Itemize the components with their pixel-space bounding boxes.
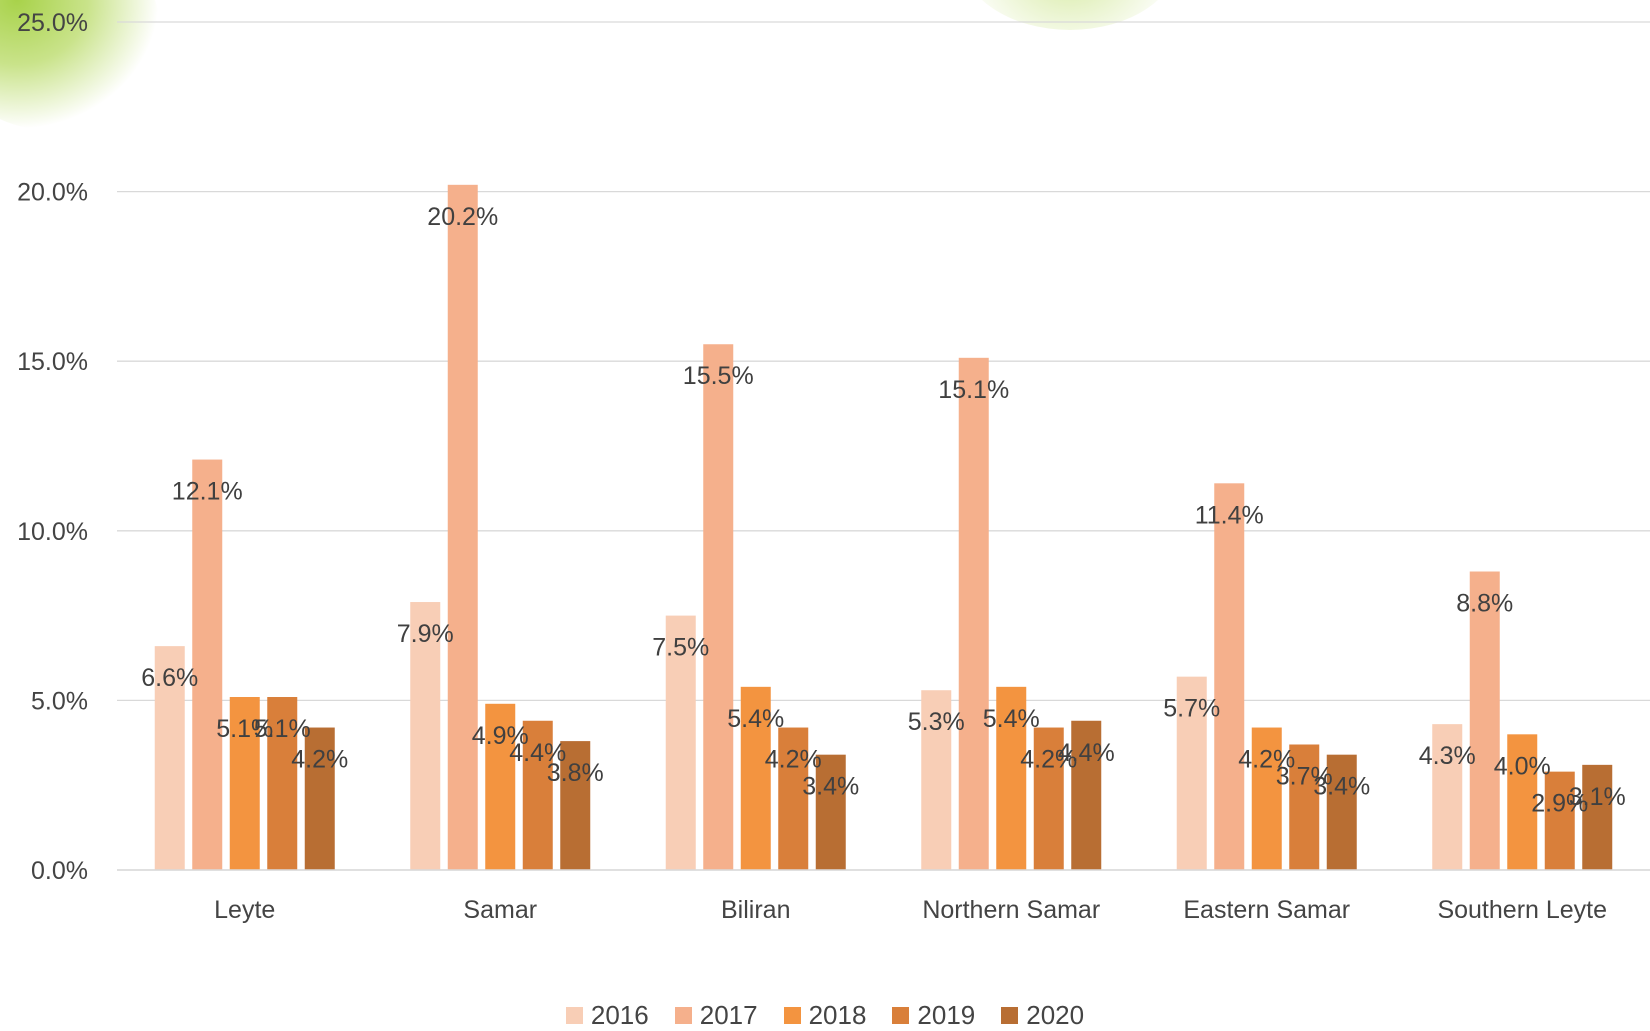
x-category-label: Northern Samar [922, 896, 1100, 924]
legend-swatch [892, 1007, 910, 1024]
bar [304, 727, 335, 870]
y-tick-label: 25.0% [17, 9, 88, 37]
bar [1176, 676, 1207, 870]
legend-label: 2018 [808, 1000, 867, 1030]
legend-item: 2019 [892, 1000, 975, 1031]
data-label: 20.2% [427, 203, 498, 231]
data-label: 3.1% [1569, 783, 1626, 811]
legend-item: 2016 [565, 1000, 649, 1031]
x-category-label: Biliran [721, 896, 790, 924]
data-label: 7.9% [397, 620, 454, 648]
bar [1214, 483, 1245, 870]
data-label: 4.2% [1020, 746, 1077, 774]
x-category-label: Southern Leyte [1437, 896, 1607, 924]
legend-label: 2017 [699, 1000, 758, 1030]
legend-swatch [783, 1007, 801, 1024]
bar [1289, 744, 1320, 870]
bar [740, 686, 771, 870]
y-tick-label: 10.0% [17, 518, 88, 546]
bar [703, 344, 734, 870]
bar [522, 720, 553, 870]
y-tick-label: 0.0% [31, 857, 88, 885]
x-category-label: Leyte [214, 896, 275, 924]
data-label: 5.7% [1163, 695, 1220, 723]
bar [192, 459, 223, 870]
bar-chart: 0.0% 5.0% 10.0% 15.0% 20.0% 25.0% Leyte Samar Bi… [17, 9, 1650, 924]
data-label: 3.4% [802, 773, 859, 801]
bar [267, 697, 298, 870]
data-label: 7.5% [652, 634, 709, 662]
bar [447, 184, 478, 871]
data-label: 3.4% [1313, 773, 1370, 801]
y-tick-label: 20.0% [17, 179, 88, 207]
legend-item: 2017 [674, 1000, 758, 1031]
data-label: 5.1% [254, 715, 311, 743]
x-category-label: Samar [463, 896, 537, 924]
data-label: 4.2% [1238, 746, 1295, 774]
data-label: 15.5% [683, 362, 754, 390]
data-label: 4.2% [291, 746, 348, 774]
legend-swatch [674, 1007, 692, 1024]
bar [815, 754, 846, 870]
data-label: 4.3% [1419, 742, 1476, 770]
bar [996, 686, 1027, 870]
bar [1251, 727, 1282, 870]
data-label: 5.4% [727, 705, 784, 733]
bar [1582, 764, 1613, 870]
bar [1432, 724, 1463, 870]
data-label: 6.6% [141, 664, 198, 692]
data-label: 5.1% [216, 715, 273, 743]
data-label: 3.7% [1276, 762, 1333, 790]
legend-label: 2020 [1026, 1000, 1085, 1030]
bar [229, 697, 260, 870]
bar [1469, 571, 1500, 870]
data-label: 4.4% [1058, 739, 1115, 767]
data-label: 2.9% [1531, 790, 1588, 818]
y-tick-label: 15.0% [17, 348, 88, 376]
legend-item: 2018 [783, 1000, 867, 1031]
legend-label: 2016 [590, 1000, 649, 1030]
data-label: 11.4% [1195, 501, 1264, 529]
bar [560, 741, 591, 870]
bar [1033, 727, 1064, 870]
bar [1544, 771, 1575, 870]
y-tick-label: 5.0% [31, 687, 88, 715]
legend-swatch [1001, 1007, 1019, 1024]
bar [958, 357, 989, 871]
chart-legend: 2016 2017 2018 2019 2020 [0, 1000, 1650, 1031]
bar [665, 615, 696, 870]
bar [921, 690, 952, 870]
data-label: 12.1% [172, 478, 243, 506]
data-label: 4.9% [472, 722, 529, 750]
data-label: 15.1% [938, 376, 1009, 404]
data-label: 5.3% [908, 708, 965, 736]
data-label: 3.8% [547, 759, 604, 787]
bar [778, 727, 809, 870]
data-label: 4.0% [1494, 752, 1551, 780]
data-label: 4.4% [509, 739, 566, 767]
data-label: 8.8% [1456, 590, 1513, 618]
legend-swatch [565, 1007, 583, 1024]
bar [410, 602, 441, 870]
bar [1071, 720, 1102, 870]
data-label: 4.2% [765, 746, 822, 774]
x-category-label: Eastern Samar [1183, 896, 1350, 924]
bar [1507, 734, 1538, 870]
legend-item: 2020 [1001, 1000, 1084, 1031]
bar [1326, 754, 1357, 870]
bar [485, 703, 516, 870]
bar [154, 646, 185, 870]
data-label: 5.4% [983, 705, 1040, 733]
legend-label: 2019 [917, 1000, 976, 1030]
